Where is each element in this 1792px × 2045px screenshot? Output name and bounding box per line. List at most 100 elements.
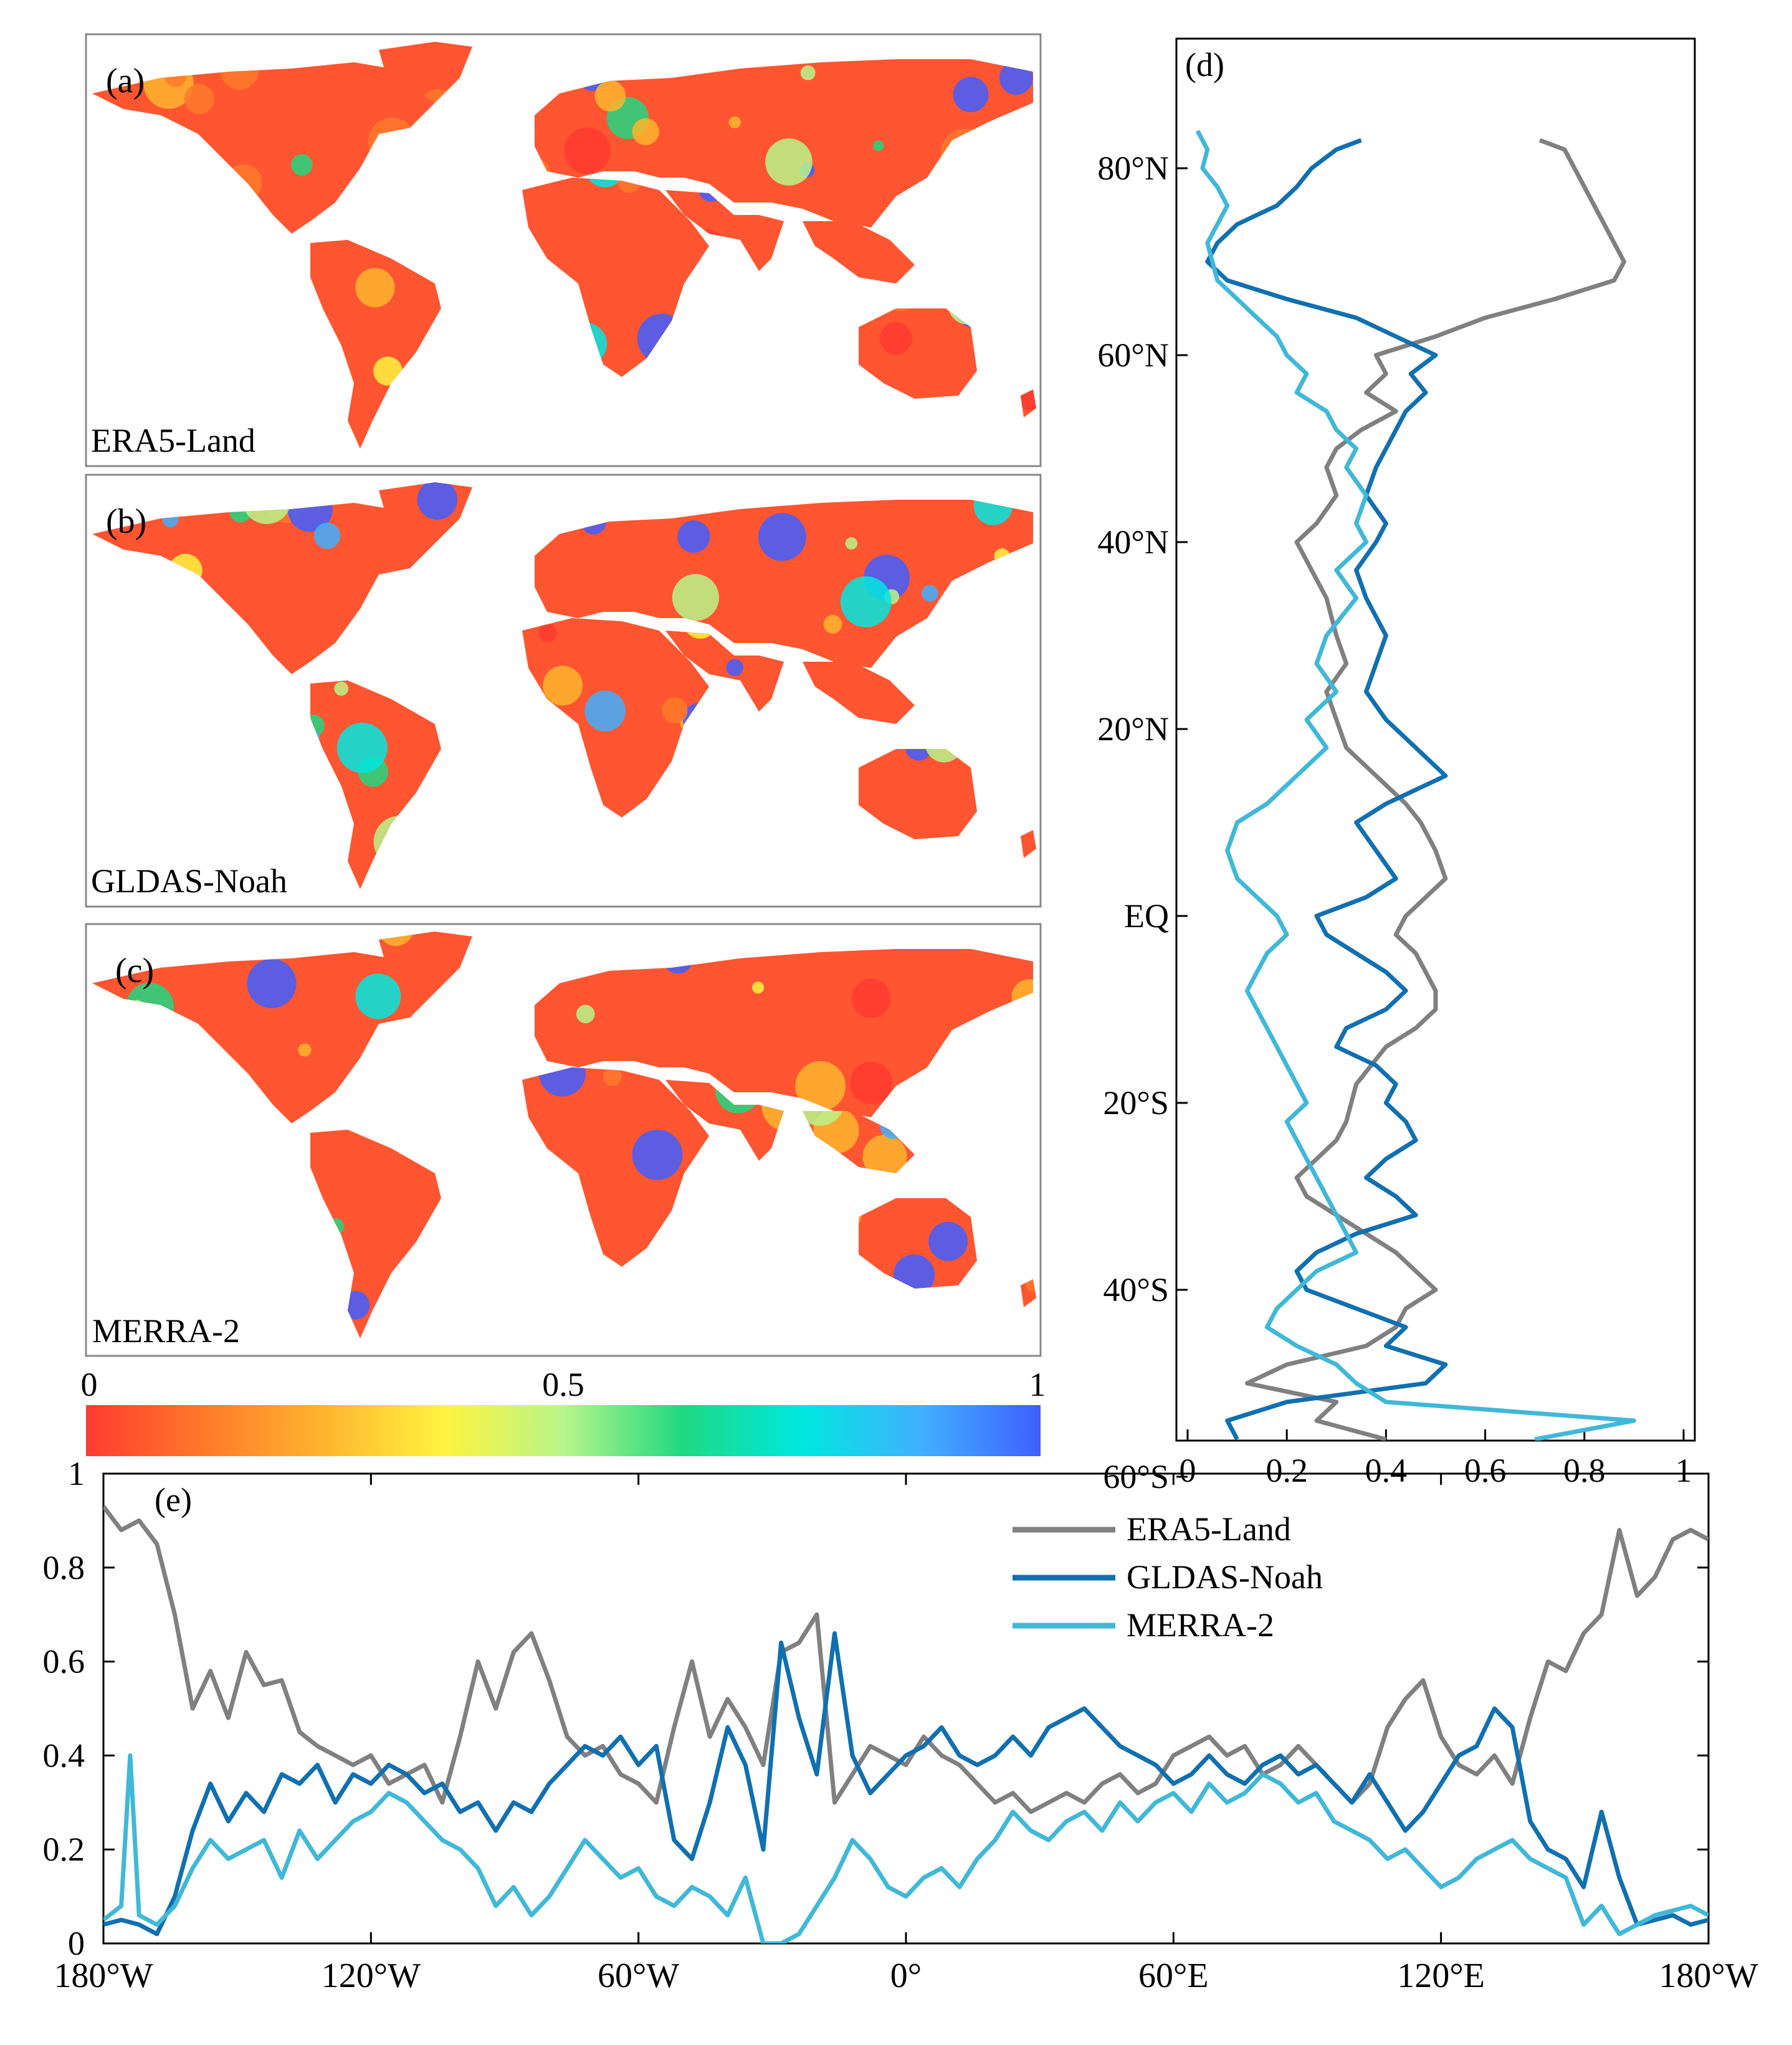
map-patch [905,749,932,761]
map-patch [355,268,395,308]
map-patch [576,1004,595,1024]
map-patch [355,973,401,1019]
dataset-label-a: ERA5-Land [91,422,255,459]
chart-d-series-gldas-noah [1205,138,1448,1441]
chart-e-series [103,1505,1709,1943]
map-patch [603,1067,622,1087]
chart-d-series-merra-2 [1195,130,1636,1441]
chart-e-xtick-label: 0° [890,1957,922,1995]
continent-greenland [379,42,472,103]
panel-label-b: (b) [106,502,146,541]
map-panel-a: (a) ERA5-Land [85,33,1042,467]
map-patch [758,513,806,561]
colorbar-gradient [86,1405,1041,1456]
map-patch [928,1221,968,1261]
map-patch [334,681,348,696]
chart-e-series-gldas-noah [103,1631,1709,1937]
chart-d-ytick-label: 60°S [1103,1458,1169,1495]
map-patch [538,623,557,642]
map-patch [752,981,765,994]
map-patch [953,77,989,113]
dataset-label-c: MERRA-2 [92,1312,240,1350]
map-patch [862,1135,907,1173]
chart-e-ytick-label: 0.6 [43,1643,85,1680]
map-patch [851,978,891,1018]
map-patch [840,576,892,627]
dataset-label-b: GLDAS-Noah [91,862,287,900]
chart-d-ytick-label: 80°N [1097,150,1169,187]
chart-d-ytick-label: 20°N [1097,710,1169,748]
chart-d-xtick-label: 1 [1675,1452,1692,1489]
map-patch [291,154,313,176]
map-patch [795,1061,846,1112]
continent-arabia-india [665,631,784,712]
continent-se-asia [803,221,915,284]
map-panel-b: (b) GLDAS-Noah [85,474,1042,908]
chart-e-frame [102,1472,1710,1945]
map-patch [247,958,297,1009]
map-patch [564,127,611,174]
chart-e-xtick-label: 60°W [598,1957,679,1995]
continent-australia [859,749,977,839]
continent-australia [859,1198,977,1289]
chart-e-xtick-label: 120°E [1397,1957,1485,1995]
chart-e-series-merra-2 [103,1753,1709,1943]
map-patch [287,503,333,532]
map-patch [336,722,388,773]
map-patch [373,356,403,386]
map-patch [543,665,583,706]
chart-d-series [1195,130,1636,1441]
map-patch [873,140,884,151]
map-patch [584,690,626,732]
chart-d-frame [1175,37,1696,1442]
continent-north-america [92,503,435,674]
continent-africa [522,1067,709,1267]
map-patch [538,1067,586,1097]
chart-e-panel-label: (e) [155,1481,192,1518]
chart-d-xtick-label: 0.2 [1265,1452,1308,1489]
chart-d: 80°N 60°N 40°N 20°N EQ 20°S 40°S 60°S 0 0.2 0.4 0.6… [1097,37,1696,1495]
chart-e-ytick-label: 0.8 [43,1549,85,1586]
panel-label-c: (c) [115,951,154,990]
map-patch [417,482,458,520]
map-patch [803,1111,846,1126]
continent-texture-new-zealand [1021,389,1036,411]
chart-d-ytick-label: EQ [1124,897,1169,935]
chart-d-series-era5-land [1245,138,1626,1441]
chart-e-axes: 0 0.2 0.4 0.6 0.8 1 180°W 120°W 60°W 0° 60°E 120°E 1… [43,1455,1758,1995]
map-patch [677,520,710,553]
map-patch [632,118,659,145]
continent-south-america [310,240,441,449]
chart-e-xtick-label: 180°W [54,1957,153,1995]
map-panel-c: (c) MERRA-2 [85,923,1042,1357]
colorbar-tick-1: 1 [1029,1366,1046,1403]
map-patch [850,1062,893,1105]
map-patch [662,697,688,723]
continent-north-america [92,952,435,1123]
continent-arabia-india [665,190,784,271]
chart-e-legend: ERA5-Land GLDAS-Noah MERRA-2 [1013,1510,1323,1644]
map-patch [765,138,813,186]
chart-d-xtick-label: 0.6 [1464,1452,1507,1489]
chart-e-xtick-label: 180°W [1659,1957,1758,1995]
legend-label-merra: MERRA-2 [1127,1606,1274,1644]
map-patch [242,503,292,524]
chart-d-axes: 80°N 60°N 40°N 20°N EQ 20°S 40°S 60°S 0 0.2 0.4 0.6… [1097,150,1692,1495]
chart-e-series-era5-land [103,1505,1709,1814]
map-patch [880,322,912,355]
map-patch [1021,389,1036,411]
chart-d-xtick-label: 0.8 [1563,1452,1606,1489]
map-patch [921,584,938,602]
map-patch [800,65,816,80]
chart-d-xtick-label: 0.4 [1365,1452,1408,1489]
chart-e-ytick-label: 1 [68,1455,85,1492]
map-patch [594,80,626,112]
colorbar-tick-mid: 0.5 [542,1366,584,1403]
continent-se-asia [803,662,915,724]
chart-e-ytick-label: 0 [68,1925,85,1962]
map-patch [313,522,341,549]
chart-d-panel-label: (d) [1185,46,1224,83]
map-patch [728,116,741,129]
continent-south-america [310,1130,441,1338]
map-patch [672,574,719,621]
